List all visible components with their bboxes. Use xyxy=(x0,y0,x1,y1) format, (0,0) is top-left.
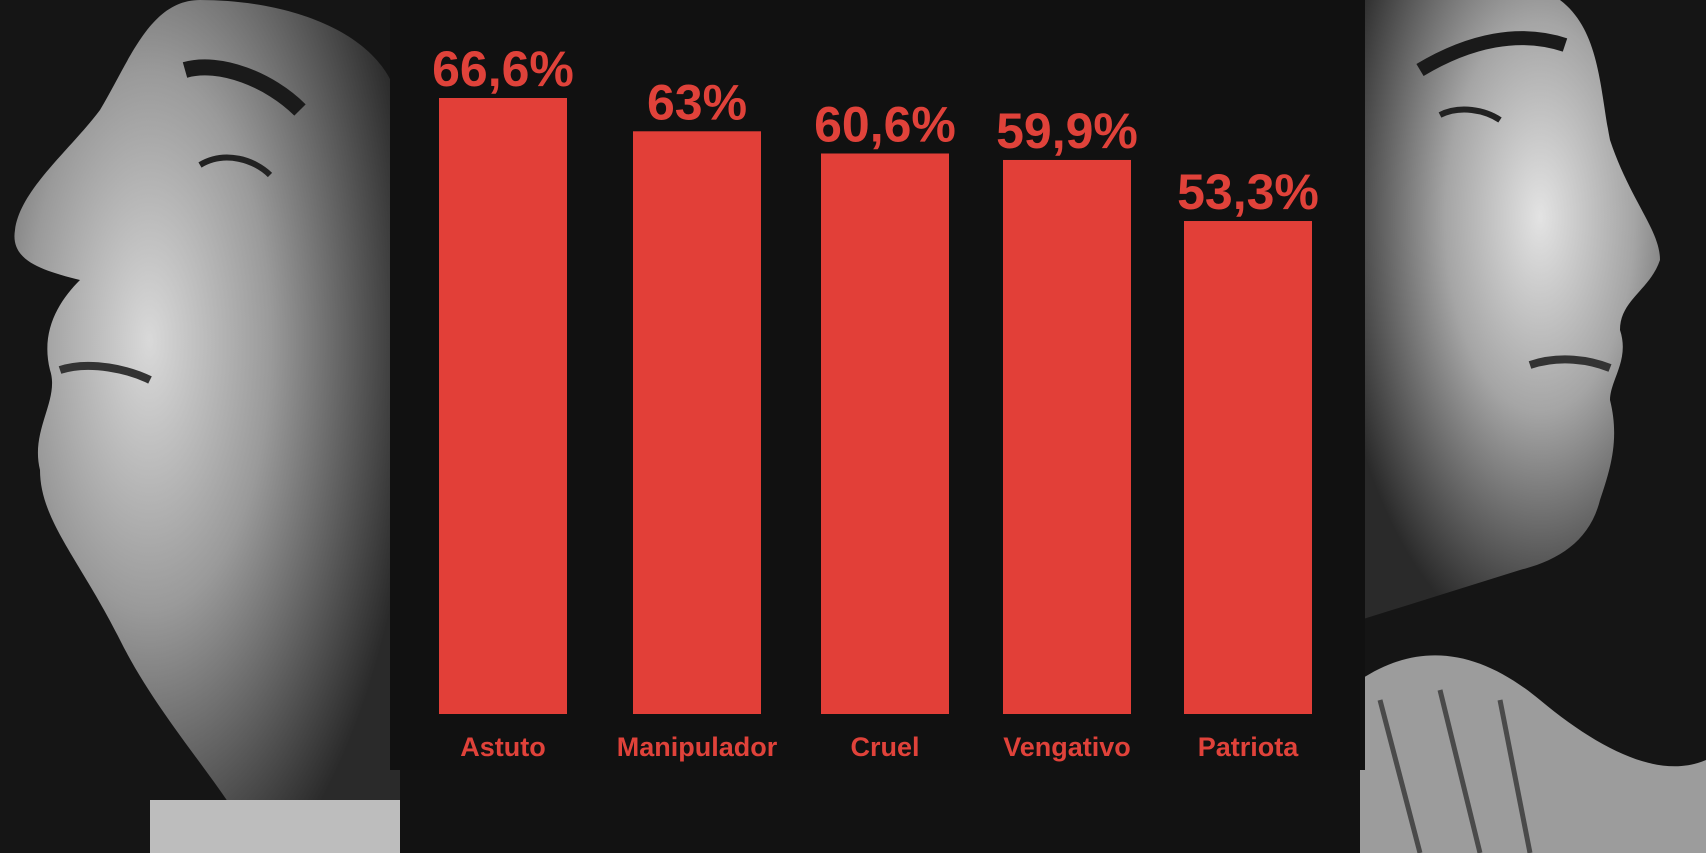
category-label-vengativo: Vengativo xyxy=(1003,732,1131,762)
bar-patriota xyxy=(1184,221,1312,714)
bar-manipulador xyxy=(633,131,761,714)
left-portrait-photo xyxy=(0,0,400,853)
value-label-patriota: 53,3% xyxy=(1177,164,1319,220)
category-label-patriota: Patriota xyxy=(1198,732,1300,762)
bar-cruel xyxy=(821,153,949,715)
category-label-astuto: Astuto xyxy=(460,732,545,762)
left-portrait-image xyxy=(0,0,400,853)
bar-astuto xyxy=(439,98,567,714)
value-label-cruel: 60,6% xyxy=(814,96,956,152)
right-portrait-photo xyxy=(1360,0,1706,853)
category-label-cruel: Cruel xyxy=(850,732,919,762)
right-portrait-image xyxy=(1360,0,1706,853)
bar-vengativo xyxy=(1003,159,1131,714)
bar-chart: 66,6% Astuto 63% Manipulador 60,6% Cruel 59,9%… xyxy=(432,41,1319,762)
category-label-manipulador: Manipulador xyxy=(617,732,778,762)
chart-panel: 66,6% Astuto 63% Manipulador 60,6% Cruel 59,9%… xyxy=(390,0,1365,770)
value-label-manipulador: 63% xyxy=(647,74,747,130)
value-label-vengativo: 59,9% xyxy=(996,103,1138,159)
value-label-astuto: 66,6% xyxy=(432,41,574,97)
